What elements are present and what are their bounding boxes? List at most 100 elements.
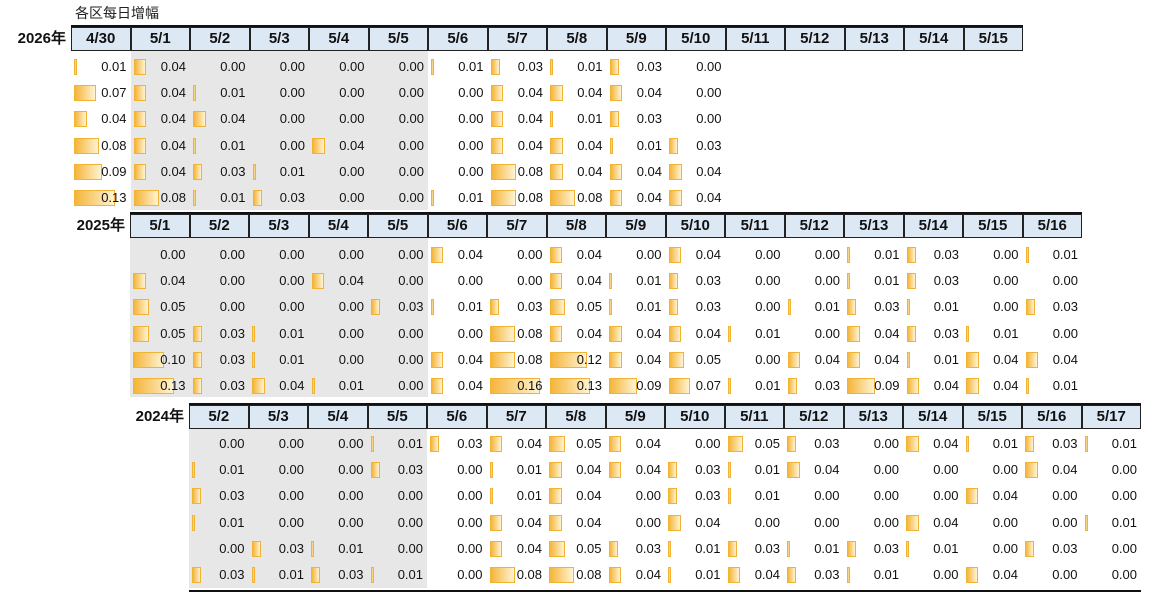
header-rule bbox=[189, 403, 1141, 405]
data-cell: 0.00 bbox=[308, 483, 368, 509]
value-bar bbox=[668, 462, 678, 479]
data-cell: 0.00 bbox=[309, 347, 369, 373]
data-cell: 0.01 bbox=[904, 294, 964, 320]
data-cell: 0.03 bbox=[666, 294, 726, 320]
value-bar bbox=[787, 540, 791, 557]
data-cell: 0.04 bbox=[903, 510, 963, 536]
value-label: 0.01 bbox=[220, 190, 246, 205]
value-label: 0.00 bbox=[279, 137, 305, 153]
data-cell: 0.00 bbox=[785, 242, 845, 268]
data-cell: 0.00 bbox=[606, 242, 666, 268]
value-label: 0.04 bbox=[517, 85, 543, 101]
value-bar bbox=[490, 299, 500, 316]
value-label: 0.03 bbox=[219, 488, 245, 504]
value-bar bbox=[609, 137, 613, 154]
date-header: 5/5 bbox=[368, 214, 428, 238]
data-cell: 0.00 bbox=[1082, 483, 1142, 509]
value-label: 0.00 bbox=[160, 247, 186, 262]
value-label: 0.01 bbox=[754, 462, 780, 478]
value-bar bbox=[311, 273, 324, 290]
data-cell: 0.00 bbox=[1082, 457, 1142, 483]
value-label: 0.00 bbox=[755, 351, 781, 367]
value-bar bbox=[609, 299, 613, 316]
value-label: 0.04 bbox=[636, 325, 662, 341]
value-bar bbox=[668, 540, 672, 557]
data-cell: 0.01 bbox=[725, 457, 785, 483]
data-cell: 0.01 bbox=[250, 159, 310, 185]
value-bar bbox=[550, 111, 554, 128]
data-cell: 0.03 bbox=[1022, 536, 1082, 562]
value-label: 0.03 bbox=[278, 540, 304, 556]
data-cell: 0.00 bbox=[369, 54, 429, 80]
value-label: 0.03 bbox=[1052, 436, 1078, 451]
date-header: 5/15 bbox=[962, 405, 1022, 429]
value-label: 0.00 bbox=[219, 540, 245, 556]
value-bar bbox=[133, 190, 159, 206]
value-bar bbox=[192, 514, 196, 531]
data-cell: 0.00 bbox=[844, 457, 904, 483]
value-label: 0.00 bbox=[279, 59, 305, 74]
data-cell: 0.00 bbox=[903, 457, 963, 483]
data-cell: 0.10 bbox=[130, 347, 190, 373]
data-cell: 0.00 bbox=[1082, 536, 1142, 562]
value-label: 0.04 bbox=[576, 325, 602, 341]
value-label: 0.00 bbox=[338, 436, 364, 451]
value-label: 0.00 bbox=[696, 111, 722, 127]
data-cell: 0.00 bbox=[250, 80, 310, 106]
value-label: 0.04 bbox=[517, 137, 543, 153]
data-cell: 0.05 bbox=[546, 431, 606, 457]
value-bar bbox=[787, 299, 791, 316]
data-cell: 0.01 bbox=[606, 268, 666, 294]
date-header: 5/7 bbox=[487, 27, 547, 51]
value-label: 0.01 bbox=[458, 190, 484, 205]
value-bar bbox=[609, 273, 613, 290]
value-label: 0.00 bbox=[754, 514, 780, 530]
date-header: 5/8 bbox=[546, 405, 606, 429]
data-cell: 0.01 bbox=[784, 536, 844, 562]
data-cell: 0.00 bbox=[308, 457, 368, 483]
value-bar bbox=[787, 378, 797, 394]
data-cell: 0.03 bbox=[607, 106, 667, 132]
date-header: 5/8 bbox=[547, 27, 607, 51]
value-bar bbox=[728, 325, 732, 342]
data-cell: 0.01 bbox=[665, 562, 725, 588]
value-bar bbox=[192, 325, 202, 342]
value-bar bbox=[668, 567, 672, 583]
value-label: 0.00 bbox=[398, 325, 424, 341]
value-label: 0.08 bbox=[517, 325, 543, 341]
value-label: 0.01 bbox=[636, 299, 662, 315]
value-bar bbox=[489, 436, 502, 452]
value-label: 0.01 bbox=[577, 111, 603, 127]
value-bar bbox=[608, 567, 621, 583]
value-bar bbox=[549, 488, 562, 505]
value-label: 0.00 bbox=[517, 273, 543, 289]
data-cell: 0.00 bbox=[249, 483, 309, 509]
value-label: 0.01 bbox=[873, 567, 899, 582]
data-cell: 0.00 bbox=[190, 242, 250, 268]
value-label: 0.00 bbox=[755, 247, 781, 262]
value-label: 0.04 bbox=[517, 111, 543, 127]
data-cell: 0.04 bbox=[606, 347, 666, 373]
date-header: 5/15 bbox=[963, 27, 1023, 51]
value-bar bbox=[787, 462, 800, 479]
date-header: 5/7 bbox=[487, 214, 547, 238]
value-bar bbox=[370, 436, 374, 452]
data-cell: 0.01 bbox=[547, 106, 607, 132]
value-label: 0.03 bbox=[695, 488, 721, 504]
value-bar bbox=[193, 111, 206, 128]
value-bar bbox=[133, 299, 149, 316]
data-cell: 0.01 bbox=[189, 457, 249, 483]
value-bar bbox=[430, 299, 434, 316]
value-label: 0.00 bbox=[1052, 567, 1078, 582]
data-cell: 0.08 bbox=[546, 562, 606, 588]
data-cell: 0.05 bbox=[130, 294, 190, 320]
data-cell: 0.04 bbox=[666, 185, 726, 211]
data-cell: 0.03 bbox=[249, 536, 309, 562]
value-label: 0.01 bbox=[338, 540, 364, 556]
data-cell: 0.01 bbox=[725, 483, 785, 509]
bottom-rule bbox=[189, 590, 1141, 593]
value-bar bbox=[489, 462, 493, 479]
data-cell: 0.04 bbox=[488, 80, 548, 106]
data-cell: 0.04 bbox=[547, 159, 607, 185]
data-cell: 0.08 bbox=[487, 321, 547, 347]
